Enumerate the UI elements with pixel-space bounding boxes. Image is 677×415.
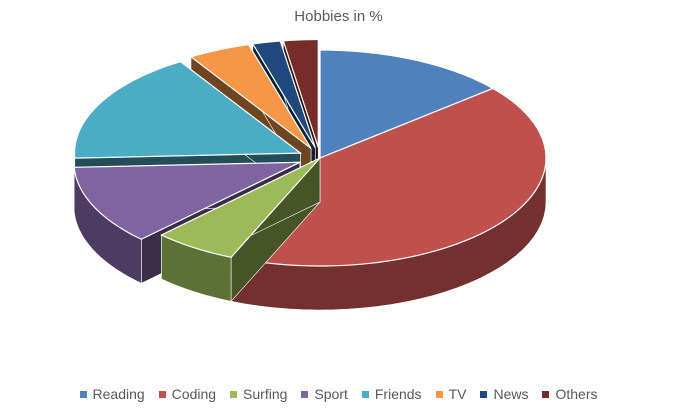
- legend-label: Reading: [92, 386, 145, 402]
- legend-label: Surfing: [243, 386, 288, 402]
- legend-swatch: [435, 390, 443, 398]
- legend-swatch: [158, 390, 166, 398]
- legend-entry-tv: TV: [435, 386, 467, 402]
- legend-swatch: [361, 390, 369, 398]
- legend-swatch: [230, 390, 238, 398]
- legend-label: Coding: [171, 386, 217, 402]
- legend-swatch: [79, 390, 87, 398]
- legend-label: Sport: [314, 386, 348, 402]
- legend-swatch: [301, 390, 309, 398]
- legend-entry-surfing: Surfing: [230, 386, 287, 402]
- chart-title: Hobbies in %: [294, 8, 383, 25]
- legend-label: TV: [448, 386, 467, 402]
- legend-entry-news: News: [480, 386, 528, 402]
- legend-entry-reading: Reading: [79, 386, 145, 402]
- legend-label: News: [493, 386, 529, 402]
- pie-chart: [73, 38, 547, 311]
- legend-entry-coding: Coding: [158, 386, 217, 402]
- legend-swatch: [480, 390, 488, 398]
- legend-label: Others: [555, 386, 598, 402]
- legend-label: Friends: [374, 386, 422, 402]
- legend-entry-friends: Friends: [361, 386, 422, 402]
- pie-slice-surfing: [160, 157, 321, 303]
- chart-legend: Reading Coding Surfing Sport Friends TV News Ot…: [0, 386, 677, 402]
- legend-swatch: [542, 390, 550, 398]
- legend-entry-sport: Sport: [301, 386, 348, 402]
- legend-entry-others: Others: [542, 386, 597, 402]
